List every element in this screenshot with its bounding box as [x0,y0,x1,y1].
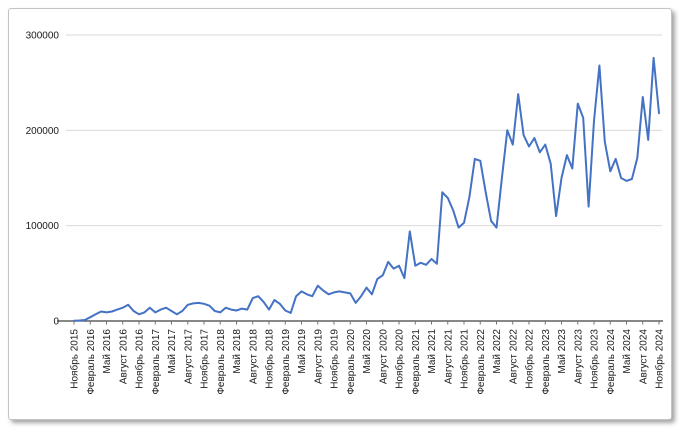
x-tick-label: Ноябрь 2019 [329,329,341,389]
x-tick-label: Май 2018 [232,329,243,374]
y-tick-label: 300000 [26,31,60,42]
x-tick-label: Февраль 2016 [86,329,97,395]
x-tick-label: Февраль 2021 [411,329,422,395]
line-chart: 0 100000 200000 300000 Ноябрь 2015 Февраль 20… [26,31,666,395]
x-tick-label: Ноябрь 2018 [264,329,276,389]
x-tick-label: Август 2019 [313,329,324,385]
x-tick-label: Август 2024 [638,329,649,385]
x-tick-label: Ноябрь 2024 [654,329,666,389]
x-tick-label: Февраль 2017 [151,329,162,395]
y-axis-labels: 0 100000 200000 300000 [26,31,60,328]
x-tick-label: Февраль 2023 [541,329,552,395]
x-tick-label: Август 2023 [573,329,584,385]
x-tick-label: Февраль 2018 [216,329,227,395]
x-tick-label: Ноябрь 2015 [69,329,81,389]
x-tick-label: Май 2016 [102,329,113,374]
x-axis-labels: Ноябрь 2015 Февраль 2016 Май 2016 Август 20… [69,321,666,395]
x-tick-label: Май 2019 [297,329,308,374]
x-tick-label: Август 2021 [443,329,454,385]
x-tick-label: Февраль 2020 [346,329,357,395]
data-line [73,56,660,322]
x-tick-label: Май 2017 [167,329,178,374]
x-tick-label: Ноябрь 2020 [394,329,406,389]
x-tick-label: Май 2021 [427,329,438,374]
x-tick-label: Август 2022 [508,329,519,385]
x-tick-label: Ноябрь 2017 [199,329,211,389]
x-tick-label: Февраль 2019 [281,329,292,395]
x-tick-label: Февраль 2022 [476,329,487,395]
x-tick-label: Ноябрь 2022 [524,329,536,389]
x-tick-label: Ноябрь 2016 [134,329,146,389]
chart-card: 0 100000 200000 300000 Ноябрь 2015 Февраль 20… [8,8,672,420]
x-tick-label: Май 2023 [557,329,568,374]
x-tick-label: Февраль 2024 [606,329,617,395]
x-tick-label: Май 2020 [362,329,373,374]
x-tick-label: Май 2022 [492,329,503,374]
y-tick-label: 0 [53,317,59,328]
x-tick-label: Август 2020 [378,329,389,385]
x-tick-label: Август 2018 [248,329,259,385]
x-tick-label: Август 2016 [118,329,129,385]
y-tick-label: 100000 [26,221,60,232]
y-tick-label: 200000 [26,126,60,137]
x-tick-label: Май 2024 [622,329,633,374]
x-tick-label: Ноябрь 2023 [589,329,601,389]
x-tick-label: Август 2017 [183,329,194,385]
x-tick-label: Ноябрь 2021 [459,329,471,389]
gridlines [66,34,662,227]
